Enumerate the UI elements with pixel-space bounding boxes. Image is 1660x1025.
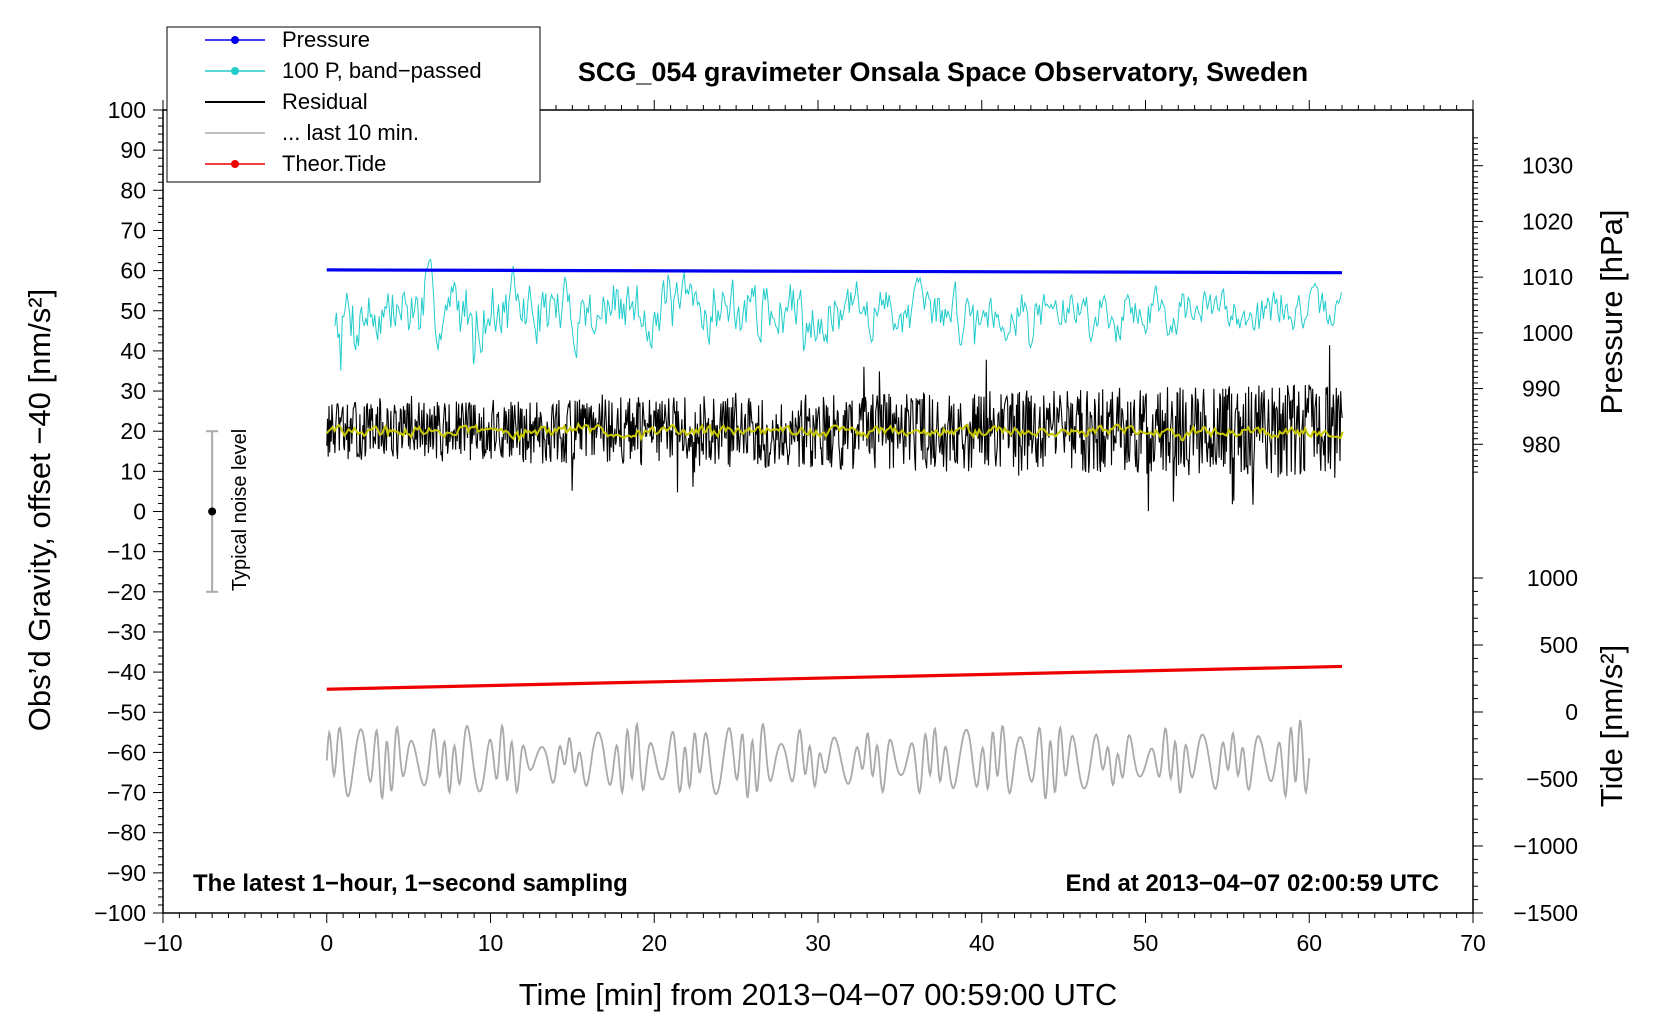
legend: Pressure 100 P, band−passed Residual ...… [166,26,541,183]
legend-marker-4 [231,160,239,168]
series-band-passed-line [334,258,1342,371]
legend-label-pressure: Pressure [282,27,370,52]
legend-label-theor-tide: Theor.Tide [282,151,386,176]
x-tick-label: 30 [805,930,831,956]
y-axis-right: 1030 1020 1010 1000 990 980 1000 500 0 −500 −1000 −… [1473,137,1578,926]
x-tick-label: 50 [1133,930,1159,956]
series-theor-tide-line [326,664,1343,691]
y-pressure-tick-label: 1030 [1522,153,1573,179]
x-tick-label: 10 [478,930,504,956]
y-left-tick-label: 10 [120,458,146,484]
legend-label-residual: Residual [282,89,368,114]
legend-marker-1 [231,67,239,75]
noise-bar [206,430,219,593]
y-left-tick-label: −10 [107,539,146,565]
y-left-tick-label: −80 [107,820,146,846]
y-axis-left: 1009080706050403020100−10−20−30−40−50−60… [94,97,163,926]
y-tide-tick-label: 500 [1540,632,1578,658]
y-left-tick-label: 60 [120,258,146,284]
y-tide-tick-label: 0 [1565,699,1578,725]
x-axis-title: Time [min] from 2013−04−07 00:59:00 UTC [519,977,1118,1012]
y-left-tick-label: 70 [120,217,146,243]
legend-symbols [205,36,265,168]
noise-level-label: Typical noise level [229,429,251,591]
x-tick-label: 20 [641,930,667,956]
chart-title: SCG_054 gravimeter Onsala Space Observat… [578,57,1308,87]
y-left-tick-label: −60 [107,739,146,765]
series-residual-smoothed-line [326,421,1344,443]
y-tide-tick-label: 1000 [1527,565,1578,591]
y-left-tick-label: 50 [120,298,146,324]
series-residual-line [326,345,1343,512]
y-left-tick-label: 100 [108,97,146,123]
y-left-tick-label: 0 [133,499,146,525]
y-left-tick-label: 40 [120,338,146,364]
legend-label-last-10-min: ... last 10 min. [282,120,419,145]
annotation-end-time: End at 2013−04−07 02:00:59 UTC [1065,870,1439,897]
noise-bar-center-dot [208,507,217,516]
legend-marker-0 [231,36,239,44]
y-pressure-tick-label: 990 [1522,376,1560,402]
y-pressure-tick-label: 1000 [1522,320,1573,346]
x-axis: −10 0 10 20 30 40 50 60 70 [143,100,1486,956]
x-tick-label: 0 [320,930,333,956]
x-tick-label: 60 [1296,930,1322,956]
y-pressure-tick-label: 980 [1522,431,1560,457]
y-left-tick-label: 20 [120,418,146,444]
y-tide-tick-label: −1000 [1513,833,1578,859]
y-axis-pressure-title: Pressure [hPa] [1594,209,1629,414]
y-left-tick-label: −50 [107,699,146,725]
series-pressure-line [326,268,1343,275]
y-left-tick-label: −90 [107,860,146,886]
y-axis-tide-title: Tide [nm/s²] [1594,645,1629,808]
y-left-tick-label: 80 [120,177,146,203]
x-tick-label: 70 [1460,930,1486,956]
y-left-tick-label: −70 [107,780,146,806]
y-left-tick-label: −40 [107,659,146,685]
y-tide-tick-label: −1500 [1513,900,1578,926]
y-left-tick-label: −100 [94,900,146,926]
legend-box [166,26,541,183]
y-axis-left-title: Obs’d Gravity, offset −40 [nm/s²] [22,289,57,732]
y-pressure-tick-label: 1010 [1522,264,1573,290]
y-left-tick-label: 90 [120,137,146,163]
y-tide-tick-label: −500 [1526,766,1578,792]
x-tick-label: −10 [143,930,182,956]
y-left-tick-label: −30 [107,619,146,645]
series-layer [325,258,1344,801]
series-last-10-min-line [325,719,1311,801]
y-left-tick-label: 30 [120,378,146,404]
x-tick-label: 40 [969,930,995,956]
y-pressure-tick-label: 1020 [1522,208,1573,234]
legend-label-band-passed: 100 P, band−passed [282,58,482,83]
annotation-sampling: The latest 1−hour, 1−second sampling [193,870,628,897]
y-left-tick-label: −20 [107,579,146,605]
